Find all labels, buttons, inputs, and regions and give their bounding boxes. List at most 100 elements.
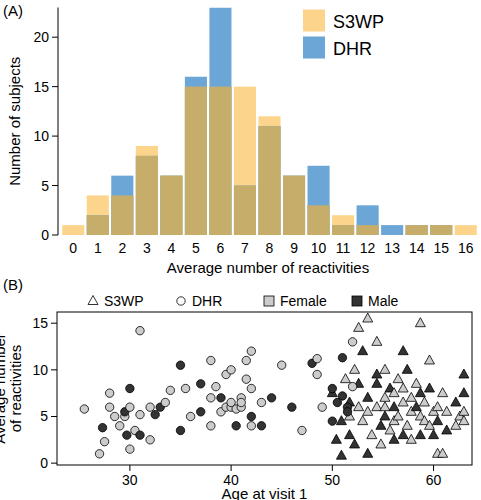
x-tick [332, 465, 333, 471]
point [398, 430, 408, 439]
x-tick-label: 1 [94, 240, 102, 256]
bar-overlap [160, 176, 182, 235]
point [350, 439, 360, 448]
bar [332, 225, 354, 235]
point [459, 406, 469, 415]
point [136, 431, 144, 439]
point [398, 346, 408, 355]
point [197, 408, 205, 416]
bar-overlap [185, 87, 207, 235]
points [80, 313, 469, 459]
point [358, 346, 368, 355]
point [411, 378, 421, 387]
bar-overlap [406, 225, 428, 235]
point [146, 436, 154, 444]
point [376, 420, 386, 429]
y-tick-label: 15 [32, 315, 48, 331]
x-tick-label: 8 [266, 240, 274, 256]
bar-overlap [62, 235, 84, 236]
legend-marker [88, 296, 98, 305]
bar [62, 225, 84, 235]
bar-overlap [357, 225, 379, 235]
point [237, 398, 245, 406]
y-tick-label: 0 [41, 227, 49, 243]
point [242, 356, 250, 364]
point [336, 450, 346, 459]
bar [357, 205, 379, 235]
point [363, 392, 373, 401]
plot-frame [57, 312, 472, 465]
y-tick [52, 37, 58, 38]
point [338, 392, 346, 400]
bar-overlap [209, 87, 231, 235]
point [363, 406, 373, 415]
bar [430, 225, 452, 235]
bar [209, 87, 231, 235]
bar [308, 205, 330, 235]
legend-marker [264, 296, 274, 306]
bar-overlap [283, 176, 305, 235]
point [433, 416, 443, 425]
legend-label: Female [280, 293, 327, 309]
point [402, 420, 412, 429]
point [367, 430, 377, 439]
point [343, 408, 351, 416]
point [80, 405, 88, 413]
point [313, 370, 321, 378]
x-tick-label: 13 [384, 240, 400, 256]
point [105, 389, 113, 397]
y-tick-label: 10 [32, 362, 48, 378]
point [402, 364, 412, 373]
point [207, 394, 215, 402]
bar [111, 195, 133, 235]
point [415, 388, 425, 397]
x-tick [433, 465, 434, 471]
bar [357, 225, 379, 235]
bar [406, 225, 428, 235]
point [217, 394, 225, 402]
point [389, 388, 399, 397]
point [318, 403, 326, 411]
legend-label: DHR [192, 293, 222, 309]
legend-label: S3WP [333, 12, 384, 32]
point [340, 374, 350, 383]
point [398, 383, 408, 392]
point [451, 397, 461, 406]
point [358, 416, 368, 425]
point [442, 425, 452, 434]
bar [258, 126, 280, 235]
point [267, 394, 275, 402]
point [348, 338, 356, 346]
point [376, 439, 386, 448]
point [389, 402, 399, 411]
point [176, 426, 184, 434]
point [363, 313, 373, 322]
y-tick-label: 20 [33, 29, 49, 45]
point [438, 388, 448, 397]
bar [234, 186, 256, 235]
legend-label: DHR [333, 39, 372, 59]
point [146, 403, 154, 411]
x-tick-label: 0 [69, 240, 77, 256]
y-tick-label: 0 [40, 455, 48, 471]
point [126, 403, 134, 411]
x-tick-label: 3 [143, 240, 151, 256]
point [247, 347, 255, 355]
point [350, 364, 360, 373]
bar [185, 87, 207, 235]
point [257, 422, 265, 430]
point [419, 397, 429, 406]
point [100, 437, 108, 445]
point [424, 383, 434, 392]
x-tick-label: 7 [241, 240, 249, 256]
point [424, 355, 434, 364]
point [247, 422, 255, 430]
bar [87, 195, 109, 235]
point [181, 384, 189, 392]
x-tick-label: 4 [167, 240, 175, 256]
bar [62, 235, 84, 236]
point [126, 445, 134, 453]
point [372, 378, 382, 387]
bar [136, 156, 158, 235]
point [429, 430, 439, 439]
